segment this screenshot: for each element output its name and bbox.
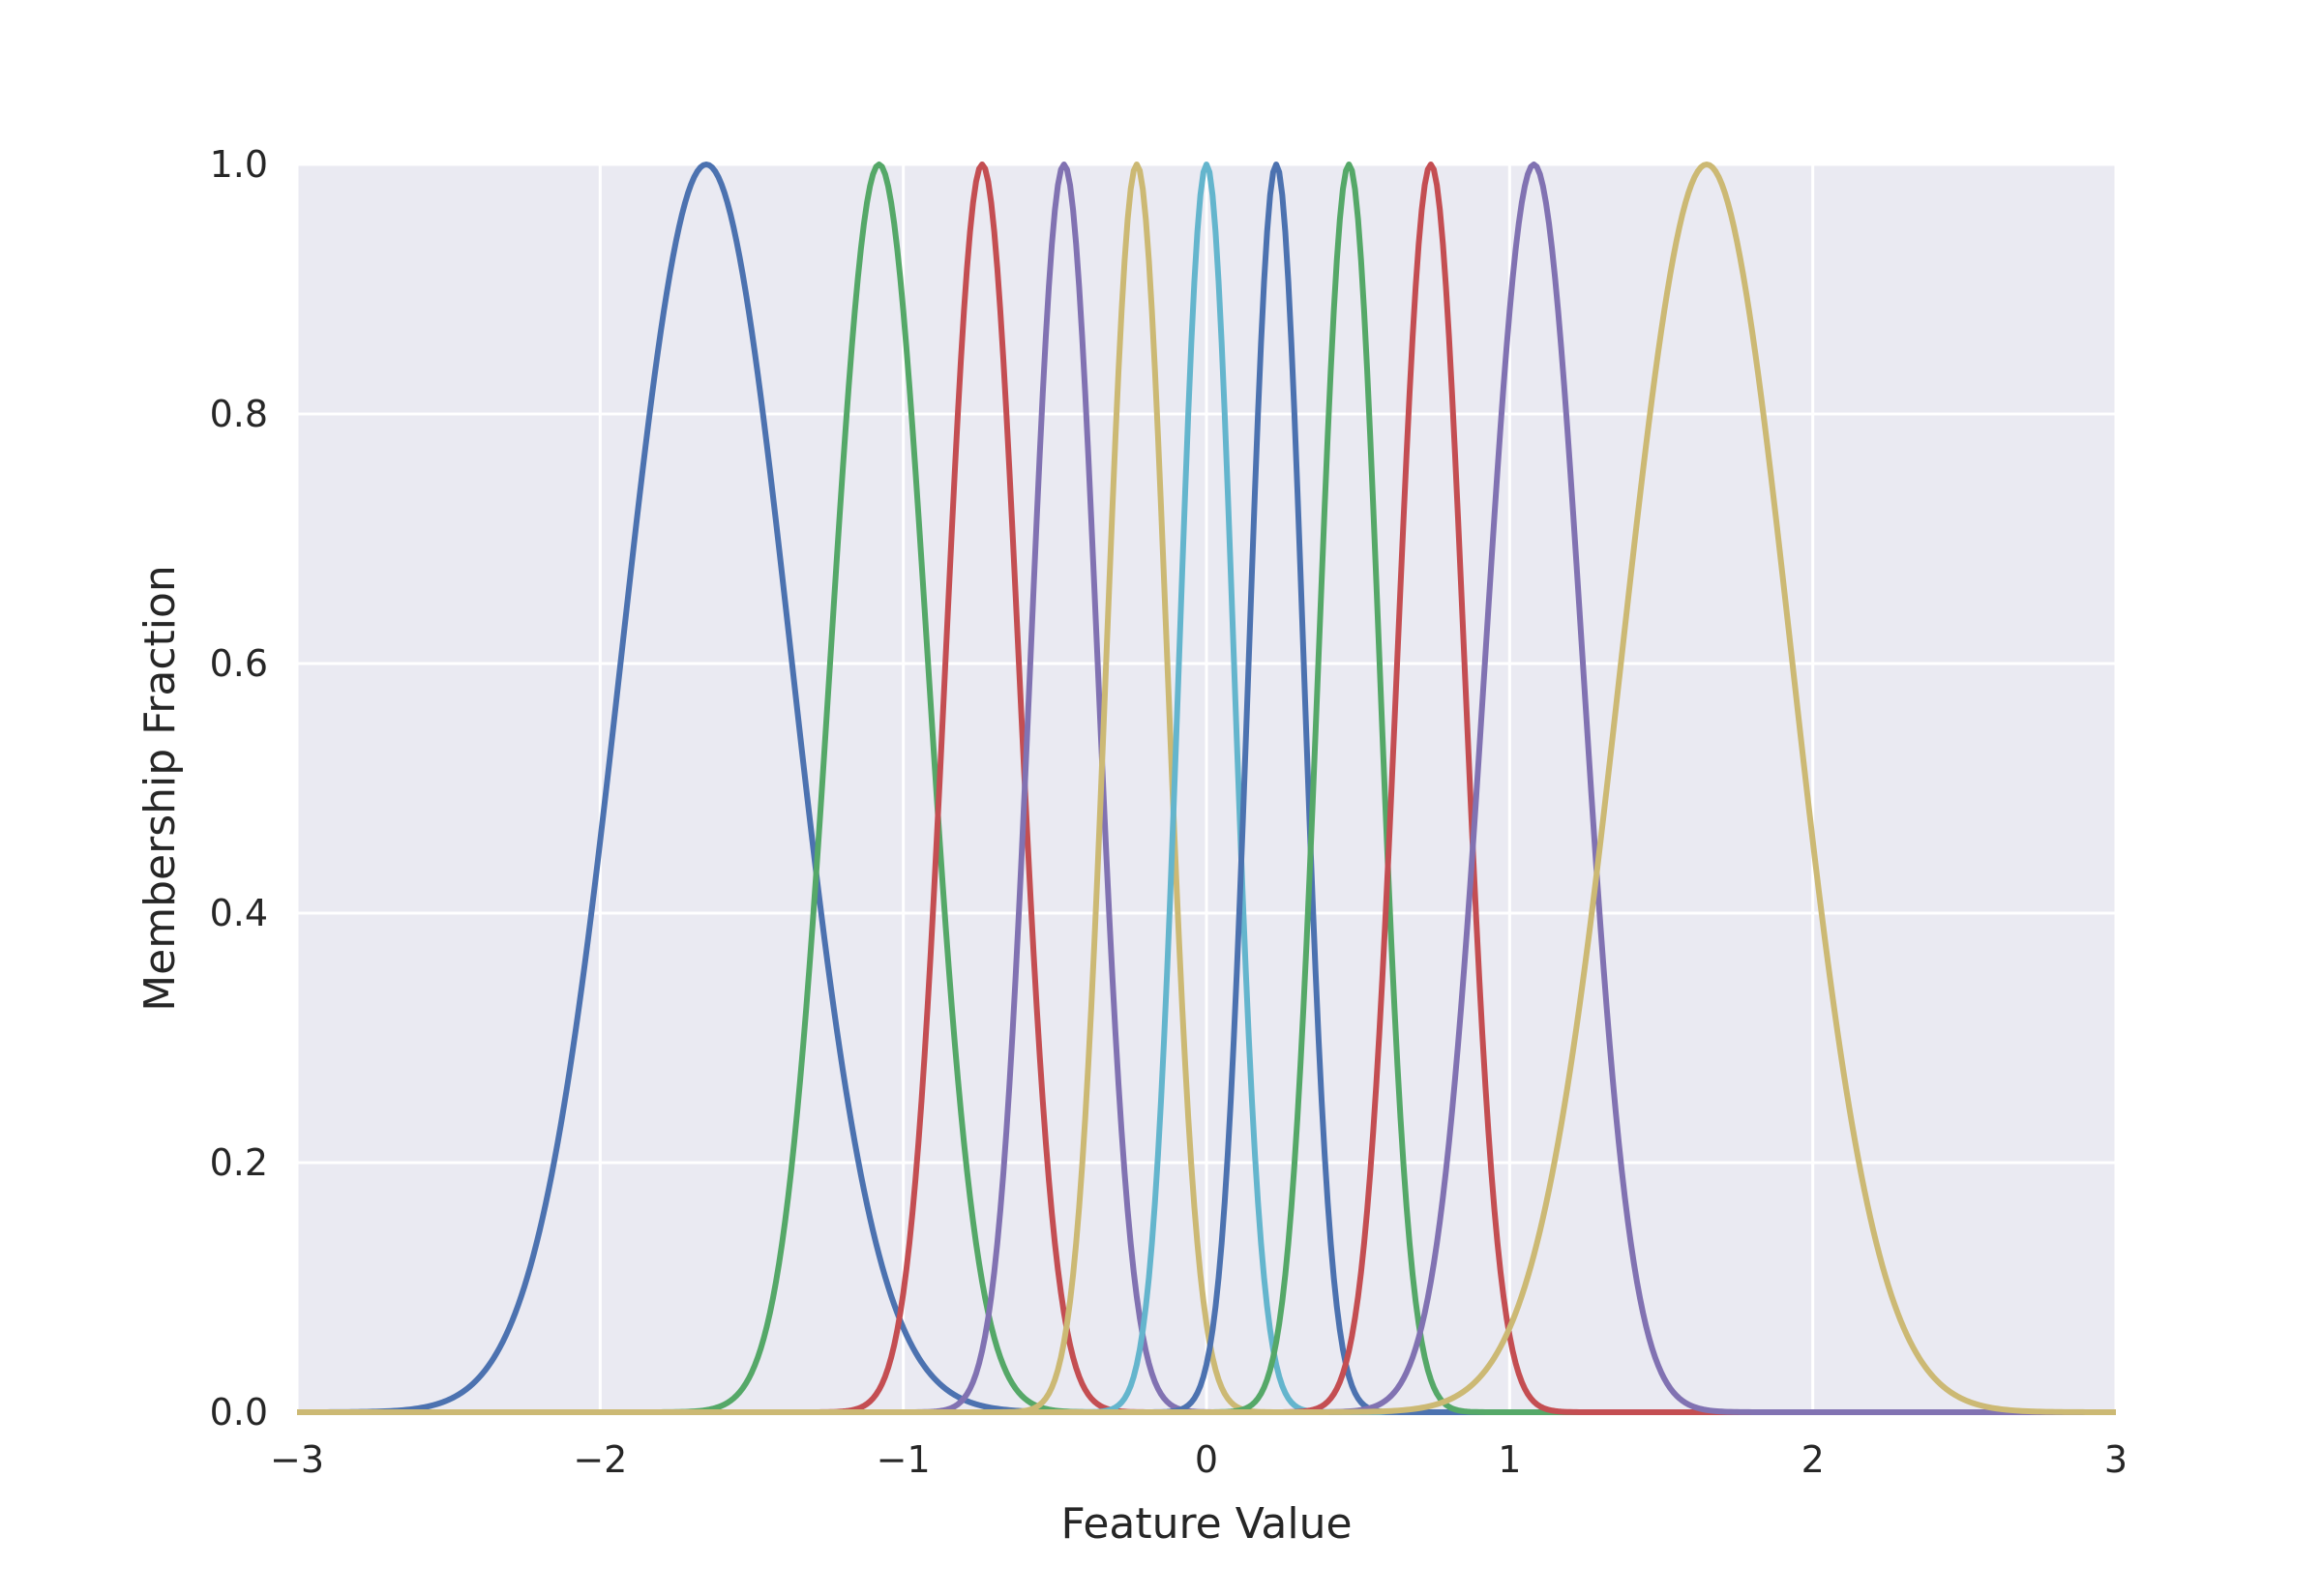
x-tick-label: −2 [573,1438,627,1481]
x-tick-label: 2 [1801,1438,1825,1481]
x-tick-label: −1 [877,1438,931,1481]
series-line-11 [297,162,2116,1415]
curves [297,162,2116,1415]
x-axis-label: Feature Value [1060,1499,1352,1549]
y-tick-label: 1.0 [210,143,268,186]
y-axis-label: Membership Fraction [135,565,185,1012]
y-axis-ticks: 0.0 0.2 0.4 0.6 0.8 1.0 [210,143,268,1433]
x-tick-label: 1 [1498,1438,1521,1481]
x-tick-label: −3 [270,1438,324,1481]
x-tick-label: 3 [2104,1438,2128,1481]
y-tick-label: 0.6 [210,642,268,685]
y-tick-label: 0.4 [210,892,268,934]
y-tick-label: 0.2 [210,1141,268,1184]
y-tick-label: 0.0 [210,1391,268,1433]
x-axis-ticks: −3 −2 −1 0 1 2 3 [270,1438,2128,1481]
x-tick-label: 0 [1195,1438,1218,1481]
y-tick-label: 0.8 [210,393,268,435]
